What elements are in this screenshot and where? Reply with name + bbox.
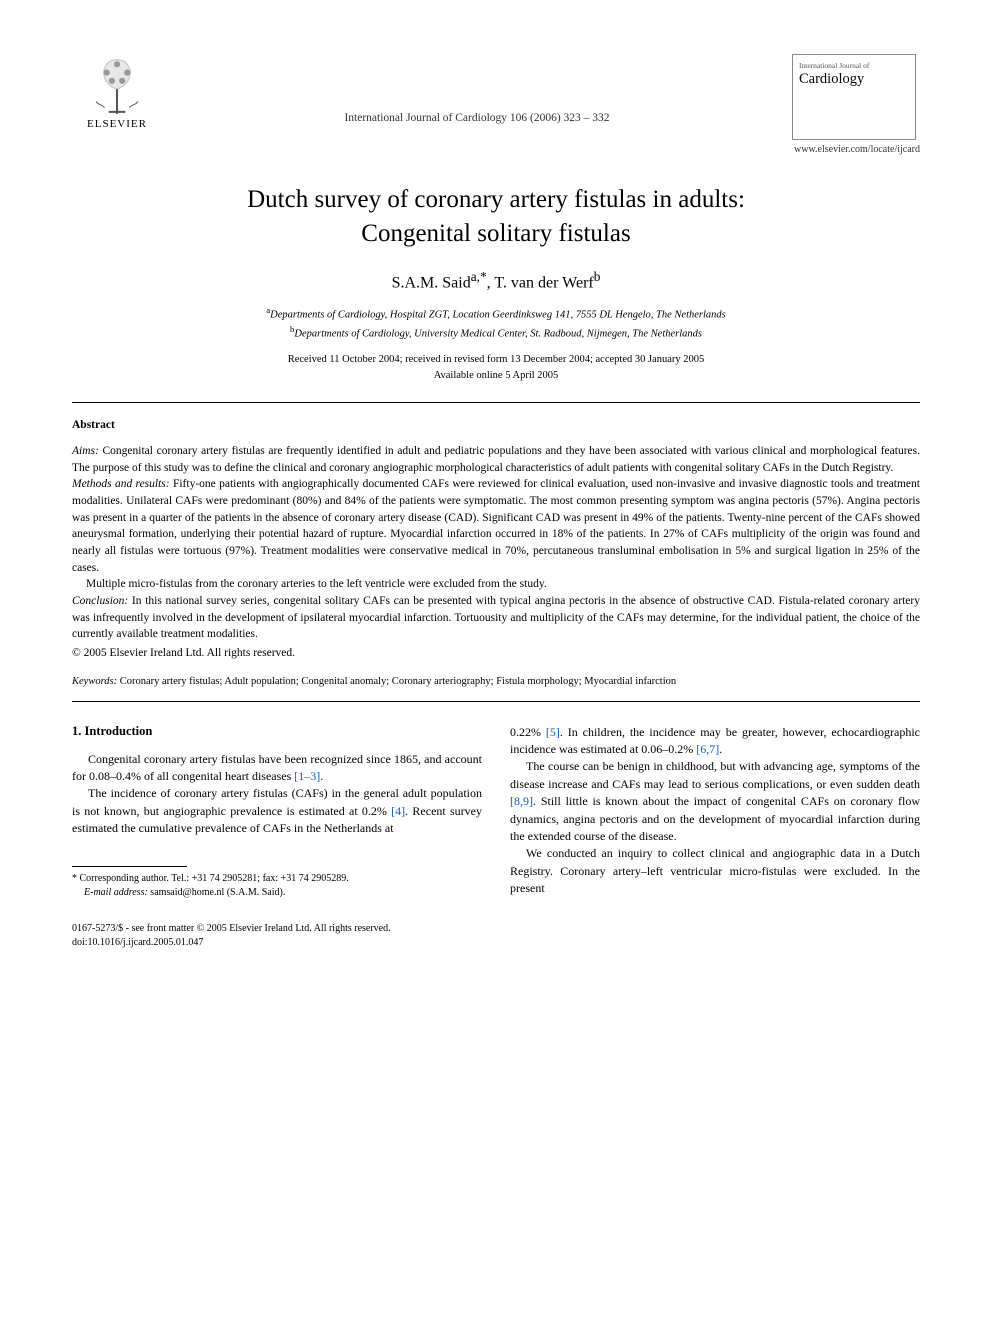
col1-para-2: The incidence of coronary artery fistula… — [72, 785, 482, 837]
footnote-email: samsaid@home.nl (S.A.M. Said). — [148, 887, 286, 898]
header-citation: International Journal of Cardiology 106 … — [162, 54, 792, 124]
article-dates: Received 11 October 2004; received in re… — [72, 352, 920, 384]
author-2-sup: b — [594, 269, 601, 284]
author-2: , T. van der Werf — [487, 274, 594, 291]
ref-link-5[interactable]: [5] — [546, 725, 560, 739]
keywords-line: Keywords: Coronary artery fistulas; Adul… — [72, 676, 920, 687]
abstract-copyright: © 2005 Elsevier Ireland Ltd. All rights … — [72, 645, 920, 662]
publisher-name: ELSEVIER — [87, 118, 147, 130]
methods-label: Methods and results: — [72, 478, 170, 490]
column-right: 0.22% [5]. In children, the incidence ma… — [510, 724, 920, 900]
footnote-email-line: E-mail address: samsaid@home.nl (S.A.M. … — [72, 886, 482, 900]
dates-line-1: Received 11 October 2004; received in re… — [288, 354, 705, 365]
bottom-matter: 0167-5273/$ - see front matter © 2005 El… — [72, 922, 920, 950]
abstract-text: Aims: Congenital coronary artery fistula… — [72, 443, 920, 662]
dates-line-2: Available online 5 April 2005 — [434, 370, 559, 381]
abstract-methods: Methods and results: Fifty-one patients … — [72, 476, 920, 576]
abstract-block: Abstract Aims: Congenital coronary arter… — [72, 419, 920, 662]
title-block: Dutch survey of coronary artery fistulas… — [72, 183, 920, 384]
col2-para-2: The course can be benign in childhood, b… — [510, 758, 920, 845]
corresponding-footnote: * Corresponding author. Tel.: +31 74 290… — [72, 872, 482, 900]
title-line-1: Dutch survey of coronary artery fistulas… — [247, 186, 745, 213]
footnote-rule — [72, 866, 187, 867]
author-1-sup: a, — [471, 269, 480, 284]
section-1-heading: 1. Introduction — [72, 724, 482, 739]
abstract-extra: Multiple micro-fistulas from the coronar… — [72, 576, 920, 593]
body-columns: 1. Introduction Congenital coronary arte… — [72, 724, 920, 900]
col2-p1c: . — [719, 742, 722, 756]
rule-top — [72, 402, 920, 403]
abstract-aims: Aims: Congenital coronary artery fistula… — [72, 443, 920, 476]
abstract-conclusion: Conclusion: In this national survey seri… — [72, 593, 920, 643]
page-header: ELSEVIER International Journal of Cardio… — [72, 54, 920, 155]
abstract-heading: Abstract — [72, 419, 920, 431]
journal-cover-small: International Journal of — [799, 61, 909, 70]
affil-a: Departments of Cardiology, Hospital ZGT,… — [270, 309, 726, 320]
author-1: S.A.M. Said — [392, 274, 471, 291]
keywords-label: Keywords: — [72, 676, 117, 687]
conclusion-label: Conclusion: — [72, 595, 128, 607]
authors: S.A.M. Saida,*, T. van der Werfb — [72, 269, 920, 292]
publisher-logo: ELSEVIER — [72, 54, 162, 130]
rule-bottom — [72, 701, 920, 702]
article-title: Dutch survey of coronary artery fistulas… — [72, 183, 920, 251]
journal-cover-title: Cardiology — [799, 71, 909, 88]
ref-link-6-7[interactable]: [6,7] — [696, 742, 719, 756]
journal-cover: International Journal of Cardiology — [792, 54, 916, 140]
journal-box: International Journal of Cardiology www.… — [792, 54, 920, 155]
footnote-corr: * Corresponding author. Tel.: +31 74 290… — [72, 872, 482, 886]
col2-para-3: We conducted an inquiry to collect clini… — [510, 845, 920, 897]
col2-p1a: 0.22% — [510, 725, 546, 739]
title-line-2: Congenital solitary fistulas — [361, 220, 630, 247]
col2-p2a: The course can be benign in childhood, b… — [510, 759, 920, 790]
col2-para-1: 0.22% [5]. In children, the incidence ma… — [510, 724, 920, 759]
journal-url: www.elsevier.com/locate/ijcard — [792, 144, 920, 155]
elsevier-tree-icon — [86, 54, 148, 116]
conclusion-text: In this national survey series, congenit… — [72, 595, 920, 640]
col1-para-1: Congenital coronary artery fistulas have… — [72, 751, 482, 786]
affiliations: aDepartments of Cardiology, Hospital ZGT… — [72, 304, 920, 343]
issn-line: 0167-5273/$ - see front matter © 2005 El… — [72, 922, 920, 936]
methods-text: Fifty-one patients with angiographically… — [72, 478, 920, 573]
author-1-star: * — [480, 269, 487, 284]
ref-link-8-9[interactable]: [8,9] — [510, 794, 533, 808]
column-left: 1. Introduction Congenital coronary arte… — [72, 724, 482, 900]
footnote-email-label: E-mail address: — [84, 887, 148, 898]
col1-p1a: Congenital coronary artery fistulas have… — [72, 752, 482, 783]
col2-p2b: . Still little is known about the impact… — [510, 794, 920, 843]
affil-b: Departments of Cardiology, University Me… — [294, 329, 702, 340]
aims-text: Congenital coronary artery fistulas are … — [72, 445, 920, 474]
ref-link-4[interactable]: [4] — [391, 804, 405, 818]
aims-label: Aims: — [72, 445, 99, 457]
doi-line: doi:10.1016/j.ijcard.2005.01.047 — [72, 936, 920, 950]
keywords-text: Coronary artery fistulas; Adult populati… — [117, 676, 676, 687]
col1-p1b: . — [320, 769, 323, 783]
ref-link-1-3[interactable]: [1–3] — [294, 769, 320, 783]
